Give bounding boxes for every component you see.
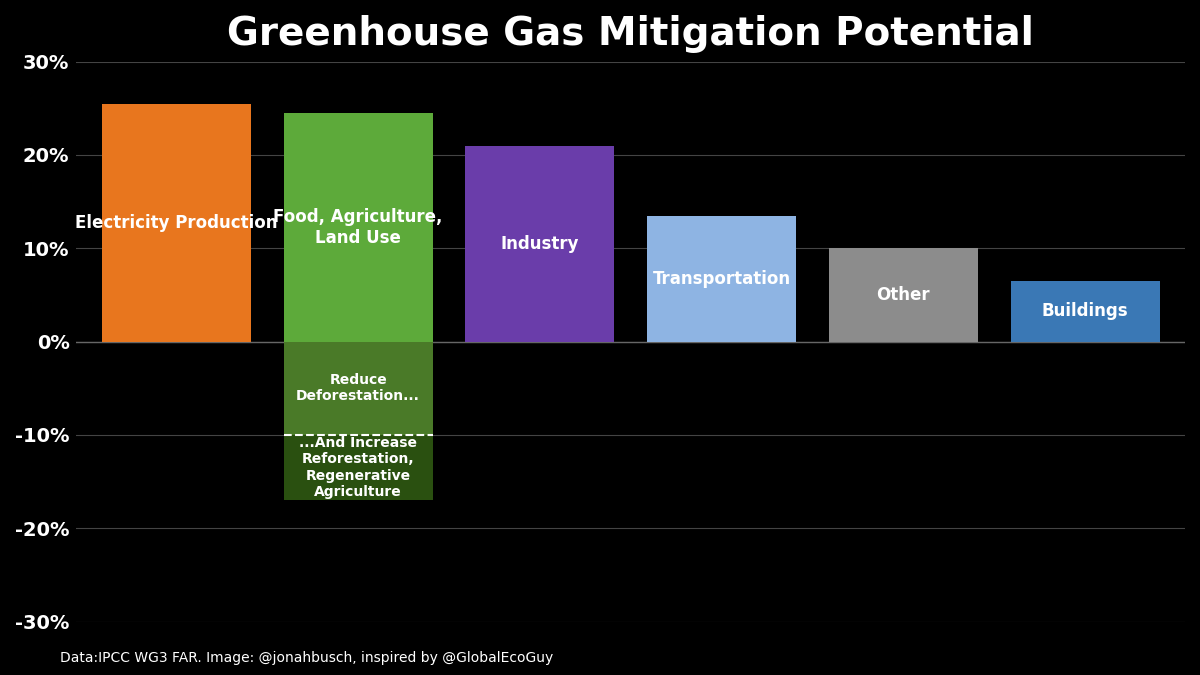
Text: Electricity Production: Electricity Production (76, 213, 277, 232)
Text: Other: Other (876, 286, 930, 304)
Text: Reduce
Deforestation...: Reduce Deforestation... (296, 373, 420, 404)
Text: Industry: Industry (500, 235, 580, 252)
Bar (283, 342, 433, 435)
Text: ...And Increase
Reforestation,
Regenerative
Agriculture: ...And Increase Reforestation, Regenerat… (299, 436, 418, 499)
Bar (829, 248, 978, 342)
Bar (466, 146, 614, 342)
Text: Data:IPCC WG3 FAR. Image: @jonahbusch, inspired by @GlobalEcoGuy: Data:IPCC WG3 FAR. Image: @jonahbusch, i… (60, 651, 553, 665)
Bar (283, 113, 433, 342)
Text: Buildings: Buildings (1042, 302, 1128, 320)
Text: Food, Agriculture,
Land Use: Food, Agriculture, Land Use (274, 208, 443, 246)
Bar (1010, 281, 1159, 342)
Title: Greenhouse Gas Mitigation Potential: Greenhouse Gas Mitigation Potential (227, 15, 1034, 53)
Text: Transportation: Transportation (653, 269, 791, 288)
Bar (102, 104, 251, 342)
Bar (647, 215, 796, 342)
Bar (283, 435, 433, 500)
